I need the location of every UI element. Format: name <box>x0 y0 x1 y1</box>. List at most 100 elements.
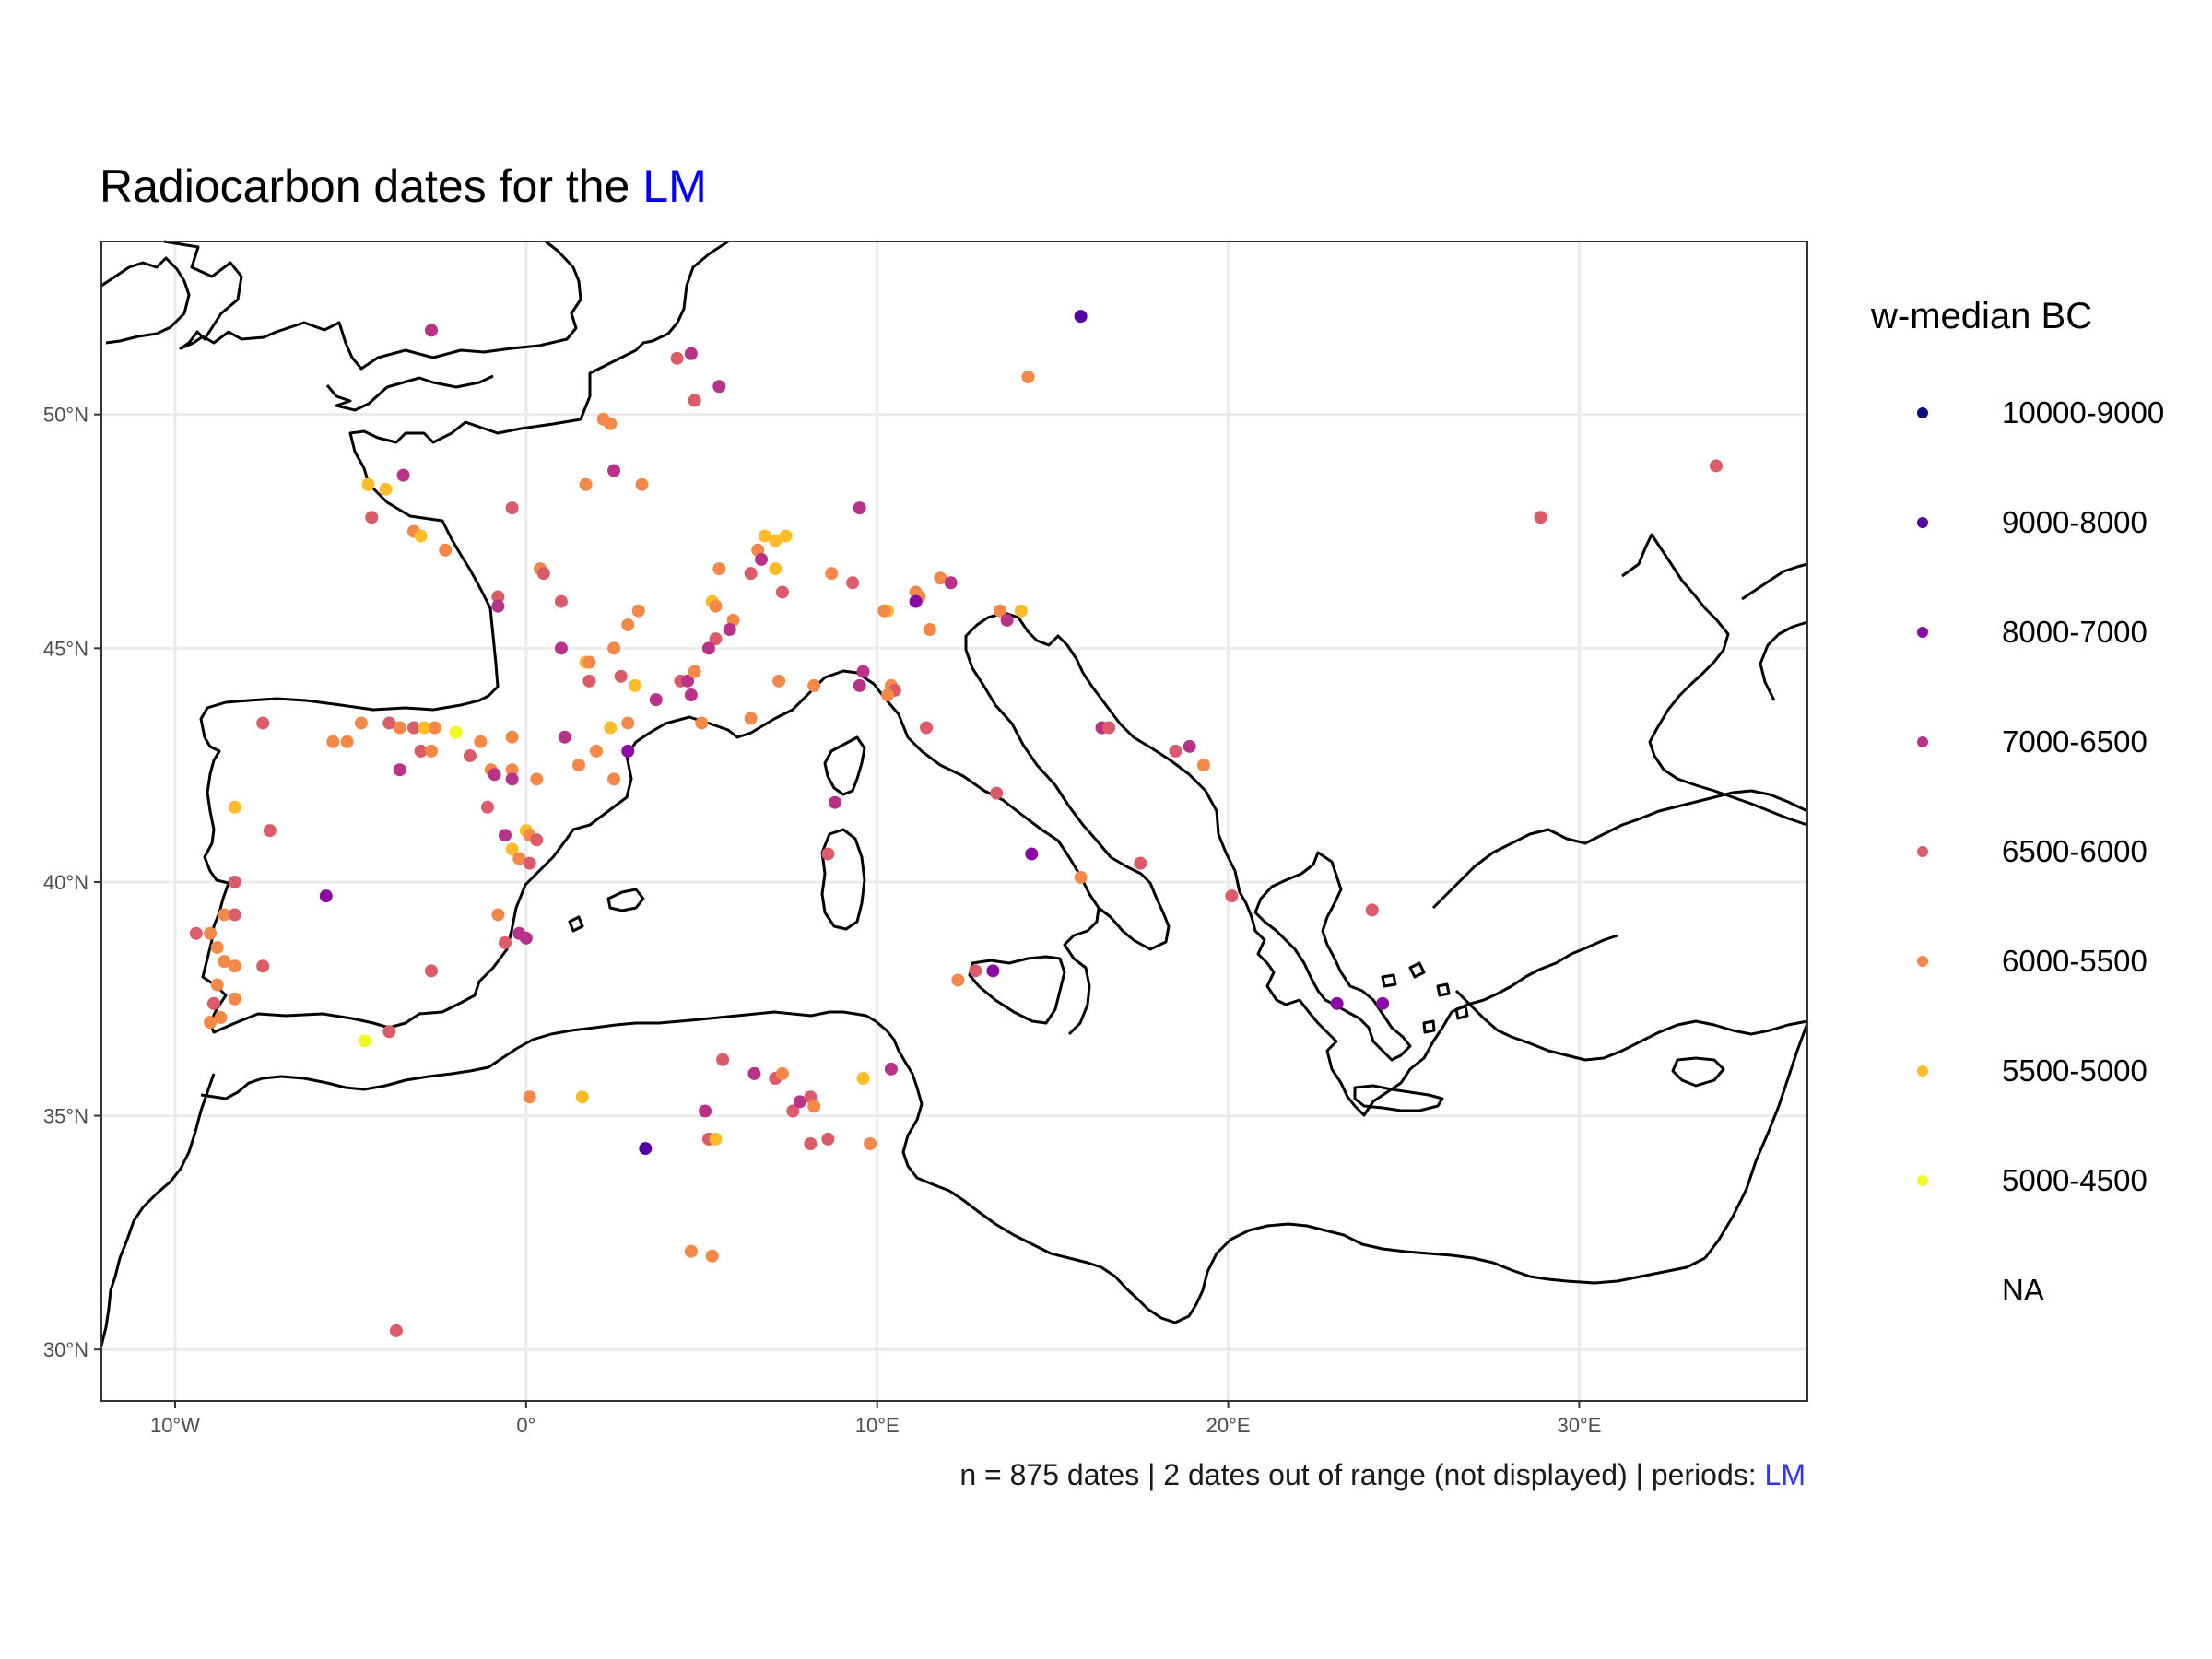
radiocarbon-date-point <box>498 829 512 842</box>
radiocarbon-date-point <box>425 324 439 337</box>
legend-label: 9000-8000 <box>2002 505 2147 539</box>
legend-label: 5000-4500 <box>2002 1163 2147 1197</box>
coastline-aegean-east <box>1454 989 1808 1062</box>
radiocarbon-date-point <box>709 632 723 646</box>
radiocarbon-date-point <box>491 590 505 604</box>
radiocarbon-date-point <box>688 665 701 678</box>
radiocarbon-date-point <box>755 552 769 566</box>
radiocarbon-date-point <box>480 800 494 814</box>
radiocarbon-date-point <box>393 721 406 735</box>
radiocarbon-date-point <box>684 688 698 702</box>
coastline-balearics-1 <box>606 888 645 912</box>
legend-key-dot <box>1917 1285 1928 1296</box>
radiocarbon-date-point <box>382 716 396 730</box>
radiocarbon-date-point <box>701 641 715 655</box>
legend-item: 5000-4500 <box>1899 1153 2212 1208</box>
radiocarbon-date-point <box>358 1034 371 1048</box>
radiocarbon-date-point <box>396 468 410 482</box>
legend-item: 9000-8000 <box>1899 495 2212 550</box>
coastline-aegean-islands <box>1381 961 1469 1034</box>
radiocarbon-date-point <box>498 935 512 949</box>
legend-label: 10000-9000 <box>2002 395 2165 429</box>
radiocarbon-date-point <box>821 847 835 861</box>
radiocarbon-date-point <box>877 604 891 618</box>
radiocarbon-date-point <box>621 716 635 730</box>
radiocarbon-date-point <box>1225 889 1239 903</box>
radiocarbon-date-point <box>1074 310 1088 324</box>
data-points <box>189 310 1723 1337</box>
radiocarbon-date-point <box>491 908 505 922</box>
radiocarbon-date-point <box>705 1249 719 1263</box>
map-panel-border <box>100 241 1808 1402</box>
radiocarbon-date-point <box>228 908 241 922</box>
coastline-black-sea-east <box>1759 620 1808 701</box>
radiocarbon-date-point <box>505 763 519 777</box>
legend-key-dot <box>1917 407 1928 418</box>
radiocarbon-date-point <box>204 1016 218 1030</box>
x-tick-label: 10°W <box>150 1414 200 1437</box>
radiocarbon-date-point <box>709 1132 723 1146</box>
legend-label: NA <box>2002 1273 2044 1307</box>
radiocarbon-date-point <box>786 1104 800 1118</box>
radiocarbon-date-point <box>712 562 726 576</box>
radiocarbon-date-point <box>864 1137 877 1151</box>
radiocarbon-date-point <box>218 955 231 969</box>
radiocarbon-date-point <box>934 571 947 585</box>
radiocarbon-date-point <box>214 1011 228 1025</box>
coastline-crimea <box>1741 562 1808 601</box>
coastline-ireland <box>100 256 191 345</box>
radiocarbon-date-point <box>530 772 544 786</box>
coastline-black-sea <box>1621 533 1808 827</box>
radiocarbon-date-point <box>923 623 936 637</box>
radiocarbon-date-point <box>684 347 698 360</box>
legend-label: 8000-7000 <box>2002 615 2147 649</box>
y-tick-label: 45°N <box>43 637 88 660</box>
radiocarbon-date-point <box>1182 739 1196 753</box>
radiocarbon-date-point <box>607 641 621 655</box>
radiocarbon-date-point <box>775 585 789 599</box>
radiocarbon-date-point <box>558 730 571 744</box>
legend-key-dot <box>1917 1175 1928 1186</box>
legend-key-dot <box>1917 1065 1928 1077</box>
legend-item: 7000-6500 <box>1899 714 2212 770</box>
radiocarbon-date-point <box>709 599 723 613</box>
radiocarbon-date-point <box>582 655 596 669</box>
map-graticule <box>101 241 1807 1401</box>
radiocarbon-date-point <box>389 1324 403 1337</box>
radiocarbon-date-point <box>361 477 375 491</box>
radiocarbon-date-point <box>804 1137 818 1151</box>
radiocarbon-date-point <box>210 940 224 954</box>
radiocarbon-date-point <box>326 735 340 748</box>
radiocarbon-date-point <box>365 511 379 524</box>
radiocarbon-date-point <box>463 748 477 762</box>
radiocarbon-date-point <box>884 1062 898 1076</box>
radiocarbon-date-point <box>769 562 782 576</box>
radiocarbon-date-point <box>530 833 544 847</box>
legend-key-dot <box>1917 846 1928 857</box>
y-tick-label: 30°N <box>43 1338 88 1361</box>
coastline-north-africa <box>200 1010 1706 1324</box>
radiocarbon-date-point <box>554 594 568 608</box>
radiocarbon-date-point <box>425 744 439 758</box>
radiocarbon-date-point <box>829 795 842 809</box>
radiocarbon-date-point <box>210 978 224 992</box>
radiocarbon-date-point <box>607 772 621 786</box>
radiocarbon-date-point <box>856 1071 870 1085</box>
coastline-cyprus <box>1671 1056 1725 1088</box>
y-tick-label: 40°N <box>43 871 88 894</box>
radiocarbon-date-point <box>951 973 965 987</box>
chart-caption: n = 875 dates | 2 dates out of range (no… <box>959 1456 1806 1493</box>
radiocarbon-date-point <box>575 1090 589 1104</box>
coastline-turkey <box>1431 789 1808 910</box>
radiocarbon-date-point <box>621 618 635 631</box>
legend-key-dot <box>1917 517 1928 528</box>
radiocarbon-date-point <box>474 735 488 748</box>
radiocarbon-date-point <box>775 1066 789 1080</box>
y-tick-label: 35°N <box>43 1105 88 1128</box>
radiocarbon-date-point <box>1025 847 1039 861</box>
radiocarbon-date-point <box>772 674 786 688</box>
radiocarbon-date-point <box>758 529 771 543</box>
legend-item: 6000-5500 <box>1899 934 2212 989</box>
radiocarbon-date-point <box>744 567 758 581</box>
x-tick-label: 0° <box>516 1414 535 1437</box>
